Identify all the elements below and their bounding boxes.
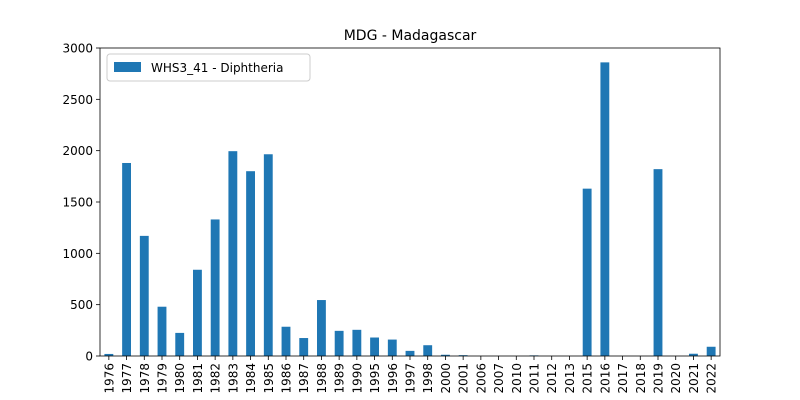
legend-label: WHS3_41 - Diphtheria	[151, 61, 283, 75]
y-tick-label: 500	[70, 298, 93, 312]
x-tick-label: 2000	[439, 363, 453, 394]
plot-frame	[99, 47, 721, 357]
x-tick-label: 2018	[634, 363, 648, 394]
bar-1984	[246, 171, 255, 356]
bar-1997	[405, 350, 415, 356]
bar-2015	[582, 188, 592, 356]
x-tick-label: 1984	[244, 363, 258, 394]
bar-1979	[157, 306, 167, 356]
x-tick-label: 2007	[492, 363, 506, 394]
bar-2021	[689, 353, 698, 356]
x-tick-label: 2017	[616, 363, 630, 394]
bar-1986	[281, 326, 291, 356]
x-tick-label: 1983	[226, 363, 240, 394]
bar-1989	[334, 330, 344, 356]
bar-1998	[423, 345, 433, 356]
x-tick-label: 2015	[581, 363, 595, 394]
bar-1978	[139, 235, 149, 356]
x-tick-label: 1989	[333, 363, 347, 394]
x-tick-label: 1997	[404, 363, 418, 394]
y-axis: 0 500 1000 1500 2000 2500 3000	[62, 42, 100, 364]
x-tick-label: 2010	[510, 363, 524, 394]
x-tick-label: 1980	[173, 363, 187, 394]
x-tick-label: 1978	[138, 363, 152, 394]
y-tick-label: 0	[85, 350, 93, 364]
x-tick-label: 2001	[457, 363, 471, 394]
bar-1987	[299, 338, 309, 356]
x-tick-label: 1981	[191, 363, 205, 394]
chart-title: MDG - Madagascar	[344, 28, 477, 44]
bars	[104, 62, 716, 357]
bar-1995	[370, 337, 379, 356]
x-tick-label: 1979	[156, 363, 170, 394]
x-tick-label: 2006	[474, 363, 488, 394]
x-tick-label: 1996	[386, 363, 400, 394]
y-tick-label: 1000	[62, 247, 93, 261]
x-tick-label: 1988	[315, 363, 329, 394]
x-tick-label: 1995	[368, 363, 382, 394]
bar-1988	[317, 300, 326, 356]
bar-1996	[387, 339, 397, 356]
bar-1980	[175, 332, 185, 356]
x-tick-label: 1990	[350, 363, 364, 394]
bar-2001	[458, 355, 468, 356]
bar-1983	[228, 151, 238, 356]
legend-box	[106, 53, 311, 82]
bar-1990	[352, 329, 362, 356]
y-tick-label: 1500	[62, 196, 93, 210]
y-tick-label: 2000	[62, 144, 93, 158]
x-tick-label: 1986	[280, 363, 294, 394]
x-tick-label: 2011	[528, 363, 542, 394]
x-tick-label: 2012	[545, 363, 559, 394]
bar-1982	[210, 219, 220, 356]
bar-1977	[122, 162, 131, 356]
y-tick-label: 3000	[62, 42, 93, 56]
x-tick-label: 1977	[120, 363, 134, 394]
x-tick-label: 2016	[598, 363, 612, 394]
bar-1981	[193, 269, 202, 356]
x-tick-label: 2019	[652, 363, 666, 394]
x-tick-label: 2021	[687, 363, 701, 394]
x-tick-label: 1982	[209, 363, 223, 394]
x-tick-label: 1998	[421, 363, 435, 394]
bar-2000	[441, 354, 450, 356]
legend-swatch	[114, 62, 141, 72]
x-tick-label: 2013	[563, 363, 577, 394]
bar-2022	[706, 346, 716, 356]
bar-1976	[104, 353, 114, 356]
y-tick-label: 2500	[62, 93, 93, 107]
x-tick-label: 1976	[102, 363, 116, 394]
legend: WHS3_41 - Diphtheria	[106, 53, 311, 82]
x-tick-label: 1987	[297, 363, 311, 394]
bar-1985	[263, 154, 273, 356]
x-axis: 1976 1977 1978 1979 1980 1981 1982 1983 1984 1985…	[102, 356, 719, 394]
x-tick-label: 1985	[262, 363, 276, 394]
bar-2016	[600, 62, 610, 357]
x-tick-label: 2022	[705, 363, 719, 394]
x-tick-label: 2020	[669, 363, 683, 394]
bar-2019	[653, 169, 663, 356]
